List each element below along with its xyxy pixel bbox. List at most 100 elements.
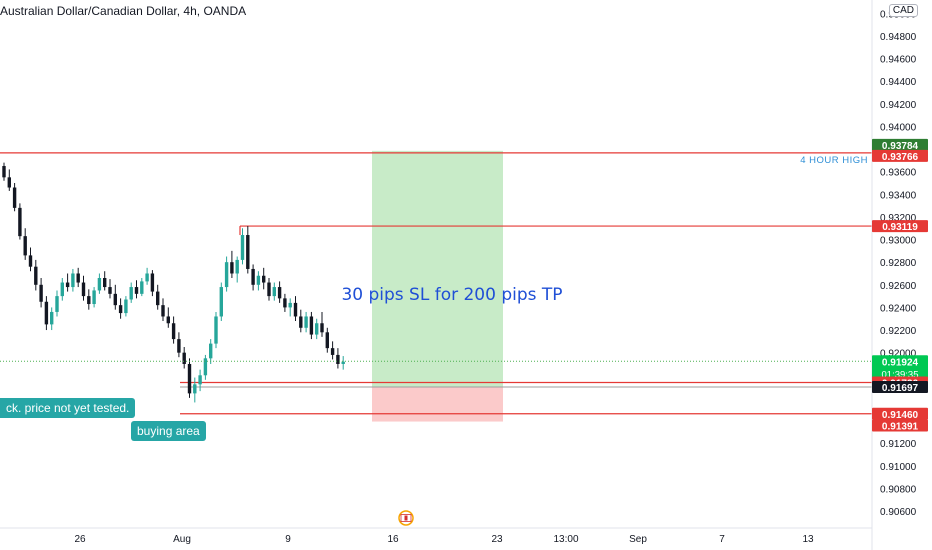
candle bbox=[108, 279, 112, 299]
currency-button[interactable]: CAD bbox=[888, 4, 918, 17]
candle-body bbox=[262, 275, 266, 283]
candle-body bbox=[309, 316, 314, 335]
candle-body bbox=[23, 236, 27, 256]
candle bbox=[288, 298, 292, 317]
y-tick-label: 0.92600 bbox=[880, 281, 917, 292]
four-hour-high-label: 4 HOUR HIGH bbox=[800, 155, 868, 166]
candle bbox=[187, 358, 192, 398]
candle-body bbox=[156, 291, 160, 306]
candle bbox=[55, 290, 59, 317]
candle-body bbox=[230, 262, 234, 274]
candle-body bbox=[336, 354, 340, 364]
candle bbox=[44, 296, 49, 331]
candle bbox=[240, 228, 245, 265]
candle-body bbox=[161, 305, 165, 317]
trade-annotation: 30 pips SL for 200 pips TP bbox=[341, 285, 562, 305]
candle bbox=[87, 289, 91, 310]
y-tick-label: 0.94800 bbox=[880, 32, 917, 43]
candle bbox=[81, 275, 86, 301]
y-tick-label: 0.93600 bbox=[880, 168, 917, 179]
y-tick-label: 0.92800 bbox=[880, 258, 917, 269]
candle bbox=[18, 203, 22, 240]
candle-body bbox=[7, 177, 11, 188]
price-label-bg bbox=[872, 407, 928, 420]
candle-body bbox=[219, 287, 223, 317]
candle bbox=[198, 369, 202, 392]
price-label-text: 0.91460 bbox=[882, 410, 919, 421]
price-label-tp: 0.93784 bbox=[872, 138, 928, 152]
candle-body bbox=[299, 316, 303, 328]
y-tick-label: 0.91200 bbox=[880, 439, 917, 450]
candle-body bbox=[304, 316, 308, 328]
candle-body bbox=[203, 358, 208, 376]
stop-loss-zone bbox=[372, 386, 503, 422]
candle bbox=[7, 169, 11, 191]
candle-body bbox=[315, 323, 319, 335]
candle bbox=[283, 293, 287, 312]
candle-body bbox=[97, 278, 102, 291]
candle-body bbox=[103, 278, 107, 288]
candle bbox=[177, 332, 181, 358]
candle-body bbox=[272, 287, 276, 297]
candle bbox=[124, 296, 128, 317]
x-tick-label: 16 bbox=[387, 534, 399, 545]
x-tick-label: 9 bbox=[285, 534, 291, 545]
y-tick-label: 0.93400 bbox=[880, 190, 917, 201]
candle-body bbox=[55, 296, 59, 312]
candle-body bbox=[166, 316, 170, 324]
candle bbox=[325, 327, 329, 353]
candle-body bbox=[18, 207, 22, 237]
candle-body bbox=[81, 282, 86, 297]
y-tick-label: 0.94600 bbox=[880, 55, 917, 66]
price-label-bg bbox=[872, 355, 928, 380]
candle bbox=[60, 278, 64, 301]
candle-body bbox=[182, 352, 186, 364]
candle-body bbox=[44, 301, 49, 325]
candle-body bbox=[140, 281, 144, 294]
y-tick-label: 0.92400 bbox=[880, 303, 917, 314]
candle bbox=[161, 298, 165, 321]
candle bbox=[293, 296, 298, 321]
candle bbox=[2, 162, 6, 181]
candle-body bbox=[235, 259, 239, 274]
price-label-text: 0.91924 bbox=[882, 357, 919, 368]
candle-body bbox=[193, 384, 197, 394]
candle bbox=[118, 298, 123, 319]
candle-body bbox=[214, 316, 218, 344]
candle-body bbox=[12, 187, 17, 208]
candle bbox=[92, 287, 96, 308]
price-label-level: 0.91460 bbox=[872, 407, 928, 421]
y-tick-label: 0.90800 bbox=[880, 484, 917, 495]
candle bbox=[304, 311, 308, 333]
candle-body bbox=[171, 323, 176, 340]
price-label-sl: 0.91391 bbox=[872, 419, 928, 433]
candle bbox=[299, 309, 303, 333]
candle bbox=[145, 267, 149, 285]
candle bbox=[65, 273, 70, 292]
candle bbox=[166, 307, 170, 328]
candle-body bbox=[2, 166, 6, 178]
x-tick-label: Aug bbox=[173, 534, 191, 545]
x-tick-label: 13 bbox=[802, 534, 814, 545]
candle bbox=[34, 259, 38, 291]
y-tick-label: 0.93200 bbox=[880, 213, 917, 224]
candle bbox=[315, 318, 319, 340]
candle-body bbox=[187, 363, 192, 394]
candle-body bbox=[320, 323, 324, 333]
x-tick-label: Sep bbox=[629, 534, 647, 545]
candle-body bbox=[198, 375, 202, 385]
x-tick-label: 23 bbox=[491, 534, 503, 545]
candle-body bbox=[28, 255, 33, 267]
price-label-bg bbox=[872, 149, 928, 162]
price-label-bg bbox=[872, 380, 928, 393]
price-label-entry: 0.91697 bbox=[872, 380, 928, 394]
candle-body bbox=[209, 343, 213, 359]
candle bbox=[134, 280, 139, 299]
countdown-text: 01:39:35 bbox=[882, 369, 919, 380]
candle bbox=[341, 356, 345, 370]
candle bbox=[267, 278, 271, 301]
candle-body bbox=[129, 287, 133, 300]
chart-title: Australian Dollar/Canadian Dollar, 4h, O… bbox=[0, 4, 247, 18]
candle bbox=[156, 284, 160, 310]
